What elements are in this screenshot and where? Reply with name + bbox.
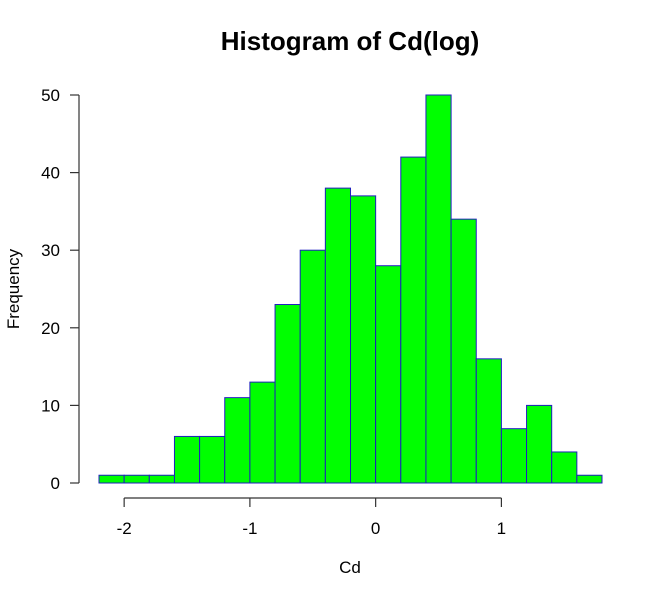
histogram-bar-10 [350,195,377,484]
histogram-bar-18 [551,451,578,484]
histogram-bar-17 [526,404,553,484]
y-tick-label-5: 50 [41,86,60,105]
histogram-bar-0 [98,474,125,484]
y-tick-label-0: 0 [51,474,60,493]
histogram-bar-13 [425,94,452,484]
x-tick-label-1: -1 [242,519,257,538]
x-axis-label: Cd [339,558,361,577]
chart-title: Histogram of Cd(log) [221,26,480,56]
y-tick-label-1: 10 [41,396,60,415]
histogram-bar-9 [324,187,352,484]
histogram-bar-7 [274,304,301,484]
bars-group [98,94,603,484]
histogram-bar-2 [148,474,175,484]
histogram-bar-19 [576,474,603,484]
histogram-bar-12 [400,156,427,484]
histogram-bar-15 [475,358,502,484]
y-tick-label-2: 20 [41,319,60,338]
x-axis: -2 -1 0 1 [117,497,506,538]
histogram-bar-3 [173,435,201,484]
y-axis-label: Frequency [4,248,23,329]
histogram-bar-4 [199,435,226,484]
histogram-bar-6 [249,381,276,484]
histogram-bar-1 [123,474,150,484]
histogram-bar-5 [224,397,251,484]
x-tick-label-0: -2 [117,519,132,538]
histogram-bar-11 [375,265,402,484]
x-tick-label-3: 1 [497,519,506,538]
x-tick-label-2: 0 [371,519,380,538]
histogram-bar-14 [450,218,477,484]
y-tick-label-3: 30 [41,241,60,260]
histogram-bar-16 [500,428,528,484]
y-tick-label-4: 40 [41,164,60,183]
y-axis: 0 10 20 30 40 50 [41,86,80,493]
histogram-bar-8 [299,249,326,484]
